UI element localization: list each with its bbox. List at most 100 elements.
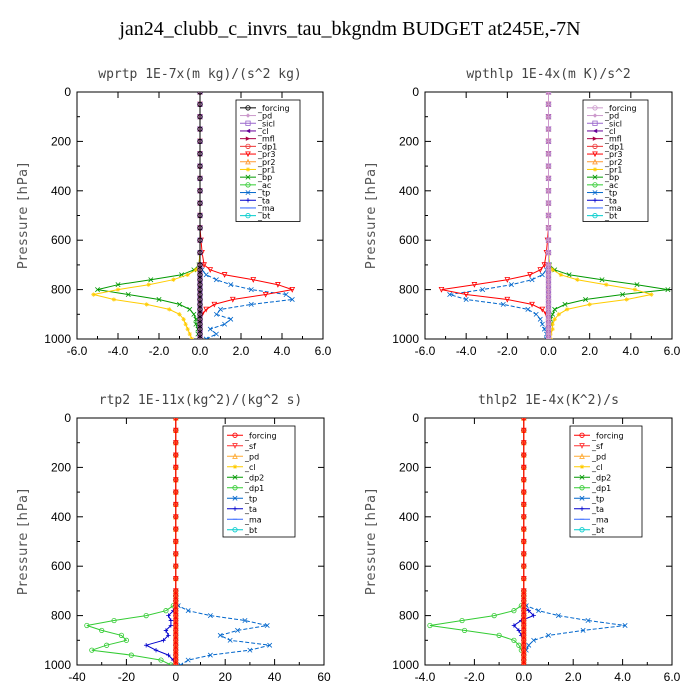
data-point: [275, 282, 281, 288]
legend-label: _cl: [591, 463, 603, 472]
series-line-dp1: [86, 418, 177, 665]
data-point: [197, 311, 203, 317]
data-point: [181, 317, 186, 322]
legend-label: _ma: [244, 515, 262, 524]
data-point: [197, 212, 203, 219]
y-tick-label: 200: [51, 134, 71, 148]
legend-label: _ta: [604, 196, 617, 205]
data-point: [545, 138, 552, 144]
legend-marker: [232, 453, 238, 459]
data-point: [511, 623, 517, 628]
data-point: [104, 642, 110, 648]
data-point: [228, 316, 234, 322]
legend-marker: [579, 474, 585, 480]
x-tick-label: 2.0: [565, 670, 582, 684]
legend-label: _forcing: [591, 431, 624, 440]
y-tick-label: 800: [399, 609, 419, 623]
data-point: [128, 652, 134, 658]
series-group: [91, 92, 296, 339]
data-point: [173, 612, 179, 619]
y-tick-label: 800: [51, 283, 71, 297]
data-point: [197, 225, 203, 231]
y-tick-label: 200: [51, 460, 71, 474]
data-point: [228, 282, 234, 288]
x-tick-label: 6.0: [315, 344, 332, 358]
data-point: [247, 647, 253, 653]
data-point: [550, 321, 555, 327]
legend-label: _dp1: [591, 484, 611, 493]
legend-marker: [232, 527, 238, 533]
data-point: [516, 628, 522, 633]
data-point: [562, 301, 568, 307]
data-point: [197, 249, 203, 256]
x-tick-label: 0.0: [515, 670, 532, 684]
data-point: [580, 627, 586, 633]
x-tick-label: 4.0: [622, 344, 639, 358]
data-point: [552, 306, 558, 312]
data-point: [143, 643, 149, 648]
data-point: [193, 316, 199, 322]
data-point: [163, 628, 169, 633]
data-point: [84, 622, 90, 629]
y-tick-label: 800: [399, 283, 419, 297]
legend-label: _sicl: [257, 119, 275, 128]
data-point: [173, 608, 179, 614]
data-point: [197, 126, 203, 132]
data-point: [173, 477, 179, 483]
data-point: [521, 617, 527, 624]
data-point: [545, 175, 552, 182]
data-point: [173, 632, 179, 638]
data-point: [545, 188, 552, 194]
data-point: [221, 272, 228, 278]
data-point: [504, 277, 511, 283]
legend-label: _dp2: [244, 473, 264, 482]
data-point: [111, 617, 117, 624]
data-point: [461, 627, 468, 634]
x-tick-label: -4.0: [108, 344, 129, 358]
data-point: [189, 336, 194, 339]
legend-label: _dp2: [591, 473, 611, 482]
data-point: [545, 114, 552, 120]
data-point: [163, 608, 169, 614]
legend-label: _ma: [257, 204, 275, 213]
data-point: [118, 632, 125, 638]
data-point: [173, 514, 179, 520]
data-point: [197, 175, 203, 182]
data-point: [521, 637, 527, 643]
data-point: [550, 311, 556, 317]
legend-box: [582, 99, 649, 222]
legend-box: [222, 425, 296, 538]
legend-label: _forcing: [257, 104, 290, 113]
data-point: [166, 633, 171, 638]
data-point: [197, 188, 203, 194]
data-point: [504, 296, 511, 303]
data-point: [248, 301, 254, 307]
legend-marker: [245, 182, 251, 188]
data-point: [167, 307, 172, 312]
legend-label: _bt: [604, 212, 617, 221]
data-point: [545, 200, 552, 206]
data-point: [545, 286, 552, 293]
legend-label: _pr1: [604, 165, 622, 174]
data-point: [191, 311, 197, 317]
data-point: [521, 642, 527, 648]
y-tick-label: 800: [51, 609, 71, 623]
data-point: [463, 291, 470, 298]
data-point: [545, 282, 552, 288]
data-point: [516, 642, 522, 648]
legend-label: _pd: [257, 112, 272, 121]
data-point: [197, 237, 203, 243]
y-tick-label: 0: [412, 85, 419, 99]
x-tick-label: 2.0: [581, 344, 598, 358]
legend-marker: [232, 485, 238, 491]
data-point: [193, 321, 199, 327]
legend-label: _pd: [604, 112, 619, 121]
data-point: [193, 267, 199, 273]
x-tick-label: -2.0: [149, 344, 170, 358]
data-point: [173, 627, 179, 634]
data-point: [521, 514, 527, 520]
data-point: [197, 331, 203, 337]
data-point: [229, 296, 236, 303]
y-tick-label: 600: [51, 233, 71, 247]
